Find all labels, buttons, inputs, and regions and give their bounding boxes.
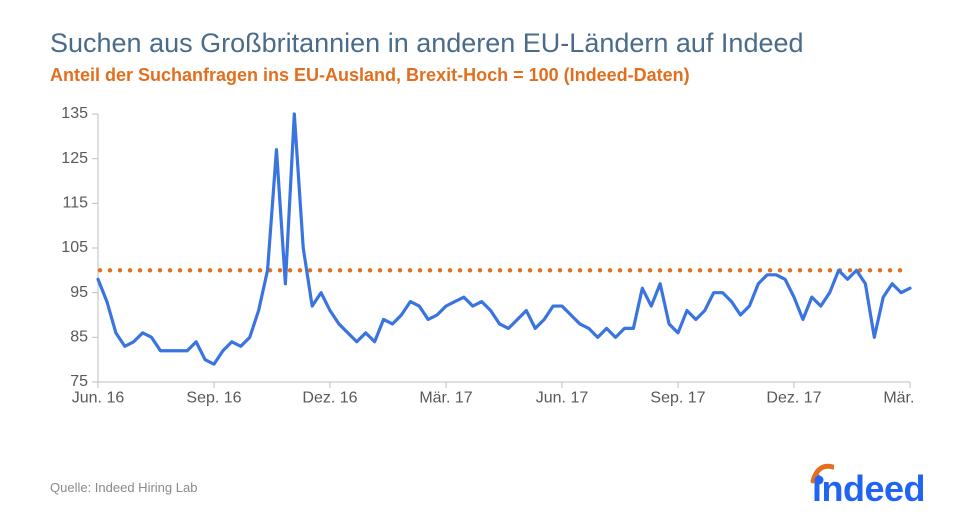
chart-subtitle: Anteil der Suchanfragen ins EU-Ausland, … [50,65,925,86]
source-label: Quelle: Indeed Hiring Lab [50,480,197,495]
x-tick-label: Mär. 18 [883,389,920,406]
y-tick-label: 95 [70,284,88,301]
y-tick-label: 125 [61,150,88,167]
chart-container: Suchen aus Großbritannien in anderen EU-… [0,0,975,529]
logo-swoosh-icon [810,461,834,505]
chart-area: 75 85 95 105 115 125 135 Jun. 16 Sep. 16 Dez. 16 M… [50,104,920,414]
x-tick-label: Mär. 17 [419,389,472,406]
y-tick-label: 115 [62,195,88,212]
data-line [98,114,910,364]
y-tick-label: 85 [70,329,88,346]
indeed-logo: indeed [812,471,925,507]
x-tick-label: Jun. 16 [72,389,125,406]
x-tick-label: Jun. 17 [536,389,589,406]
y-tick-label: 135 [61,105,88,122]
y-tick-label: 75 [70,373,88,390]
line-chart-svg: 75 85 95 105 115 125 135 Jun. 16 Sep. 16 Dez. 16 M… [50,104,920,414]
x-tick-label: Dez. 17 [766,389,821,406]
x-tick-label: Dez. 16 [302,389,357,406]
y-tick-label: 105 [61,239,88,256]
chart-title: Suchen aus Großbritannien in anderen EU-… [50,28,925,59]
x-tick-label: Sep. 16 [186,389,241,406]
reference-line [98,268,902,272]
x-tick-label: Sep. 17 [650,389,705,406]
